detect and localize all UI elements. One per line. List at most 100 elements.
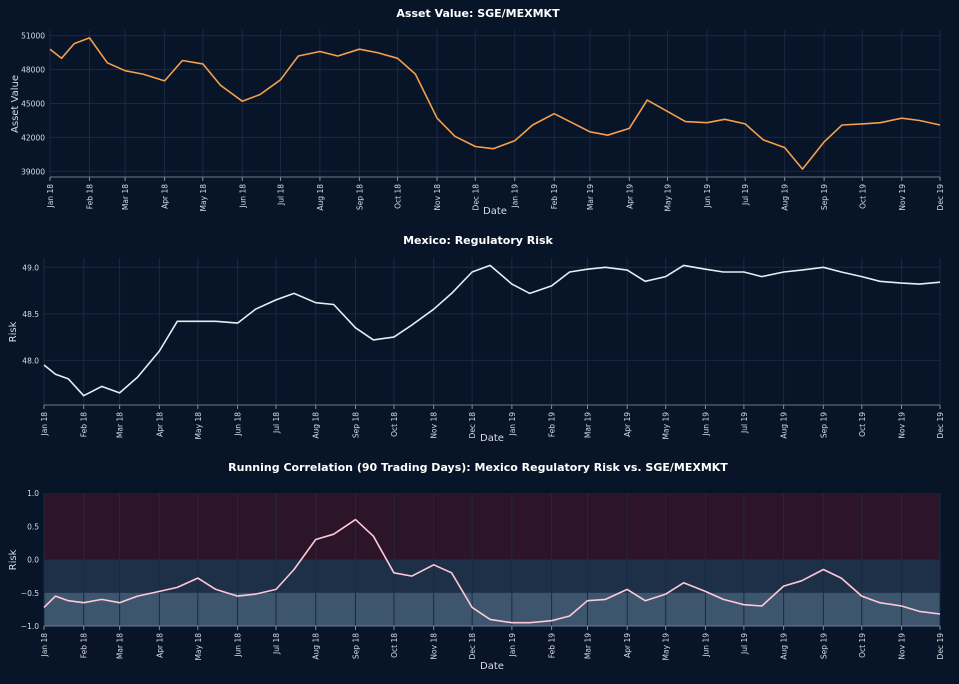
x-tick-label: Jan 18 <box>40 412 49 437</box>
x-tick-label: Nov 19 <box>898 412 907 439</box>
x-tick-label: Oct 18 <box>394 184 403 209</box>
x-tick-label: Oct 18 <box>390 412 399 437</box>
x-tick-label: Mar 18 <box>116 633 125 659</box>
y-tick-label: 42000 <box>21 133 45 142</box>
x-tick-label: Feb 18 <box>80 633 89 658</box>
x-tick-label: Jun 18 <box>238 184 247 209</box>
x-tick-label: May 19 <box>662 633 671 661</box>
x-tick-label: Nov 19 <box>898 633 907 660</box>
x-tick-label: May 18 <box>199 184 208 212</box>
x-tick-label: Mar 18 <box>121 184 130 210</box>
x-tick-label: Mar 19 <box>583 412 592 438</box>
x-tick-label: Nov 18 <box>430 412 439 439</box>
x-tick-label: Dec 19 <box>936 633 945 660</box>
x-tick-label: Feb 18 <box>85 184 94 209</box>
x-tick-label: Feb 19 <box>548 412 557 437</box>
x-tick-label: Jun 18 <box>234 633 243 658</box>
x-tick-label: Sep 18 <box>351 412 360 438</box>
x-tick-label: Oct 19 <box>858 633 867 658</box>
y-tick-label: 48.0 <box>22 356 39 365</box>
regulatory-risk-chart: Mexico: Regulatory Risk Jan 18 Feb 18 Mar … <box>8 234 945 444</box>
x-tick-label: Feb 18 <box>80 412 89 437</box>
x-tick-label: May 19 <box>664 184 673 212</box>
series-line <box>49 37 941 170</box>
x-tick-label: Oct 19 <box>858 412 867 437</box>
x-tick-label: Jul 18 <box>276 184 285 206</box>
x-tick-label: Apr 18 <box>155 633 164 658</box>
x-tick-label: Sep 18 <box>355 184 364 210</box>
x-tick-label: Jun 19 <box>701 633 710 658</box>
x-tick-label: May 18 <box>194 412 203 440</box>
x-tick-label: Jul 18 <box>272 633 281 655</box>
x-tick-label: Feb 19 <box>550 184 559 209</box>
x-tick-label: Jul 19 <box>740 412 749 434</box>
x-tick-label: Sep 18 <box>351 633 360 659</box>
y-tick-label: −0.5 <box>21 589 39 598</box>
x-tick-label: Mar 19 <box>583 633 592 659</box>
y-axis-label: Asset Value <box>10 75 21 133</box>
y-tick-label: 39000 <box>21 167 45 176</box>
x-tick-label: Sep 19 <box>819 412 828 438</box>
x-tick-label: Aug 19 <box>780 412 789 439</box>
y-tick-label: 1.0 <box>27 489 39 498</box>
x-tick-label: Jul 18 <box>272 412 281 434</box>
x-tick-label: Dec 19 <box>936 412 945 439</box>
chart-title: Asset Value: SGE/MEXMKT <box>396 7 560 20</box>
x-tick-label: Aug 19 <box>780 633 789 660</box>
y-tick-label: −1.0 <box>21 622 39 631</box>
x-tick-label: Aug 18 <box>312 633 321 660</box>
x-tick-label: Nov 18 <box>430 633 439 660</box>
y-tick-label: 49.0 <box>22 263 39 272</box>
x-tick-label: Dec 18 <box>471 184 480 211</box>
x-tick-label: Oct 18 <box>390 633 399 658</box>
y-tick-label: 0.0 <box>27 556 39 565</box>
x-tick-label: Dec 18 <box>468 633 477 660</box>
x-tick-label: Jul 19 <box>741 184 750 206</box>
x-tick-label: Apr 19 <box>623 633 632 658</box>
x-tick-label: Dec 19 <box>936 184 945 211</box>
x-tick-label: Nov 19 <box>898 184 907 211</box>
x-axis-label: Date <box>480 661 504 672</box>
chart-title: Running Correlation (90 Trading Days): M… <box>228 461 728 474</box>
x-tick-label: Aug 18 <box>316 184 325 211</box>
x-tick-label: Jan 19 <box>511 184 520 209</box>
x-tick-label: Mar 18 <box>116 412 125 438</box>
y-tick-label: 45000 <box>21 100 45 109</box>
x-tick-label: Jan 18 <box>46 184 55 209</box>
y-tick-label: 0.5 <box>27 522 39 531</box>
x-tick-label: Jun 19 <box>701 412 710 437</box>
x-tick-label: Apr 18 <box>161 184 170 209</box>
x-tick-label: Oct 19 <box>858 184 867 209</box>
x-tick-label: May 18 <box>194 633 203 661</box>
y-axis-label: Risk <box>8 321 19 342</box>
x-axis-label: Date <box>483 206 507 217</box>
series-line <box>43 264 941 397</box>
x-tick-label: Sep 19 <box>819 633 828 659</box>
x-tick-label: Jun 18 <box>234 412 243 437</box>
x-tick-label: Sep 19 <box>820 184 829 210</box>
asset-value-chart: Asset Value: SGE/MEXMKT Jan 18 Feb 18 Mar … <box>10 7 945 217</box>
x-tick-label: Mar 19 <box>586 184 595 210</box>
x-tick-label: Feb 19 <box>548 633 557 658</box>
risk-band <box>44 592 940 626</box>
y-tick-label: 48000 <box>21 66 45 75</box>
y-tick-label: 48.5 <box>22 310 39 319</box>
x-tick-label: Jun 19 <box>703 184 712 209</box>
x-tick-label: Dec 18 <box>468 412 477 439</box>
risk-band <box>44 493 940 560</box>
series-line <box>43 518 941 624</box>
risk-band <box>44 559 940 593</box>
x-tick-label: Jul 19 <box>740 633 749 655</box>
x-tick-label: May 19 <box>662 412 671 440</box>
x-tick-label: Apr 19 <box>625 184 634 209</box>
y-axis-label: Risk <box>8 549 19 570</box>
x-tick-label: Jan 19 <box>508 633 517 658</box>
running-correlation-chart: Running Correlation (90 Trading Days): M… <box>8 461 945 672</box>
x-tick-label: Jan 19 <box>508 412 517 437</box>
x-tick-label: Aug 18 <box>312 412 321 439</box>
x-tick-label: Nov 18 <box>433 184 442 211</box>
x-tick-label: Apr 18 <box>155 412 164 437</box>
x-tick-label: Apr 19 <box>623 412 632 437</box>
x-tick-label: Aug 19 <box>781 184 790 211</box>
